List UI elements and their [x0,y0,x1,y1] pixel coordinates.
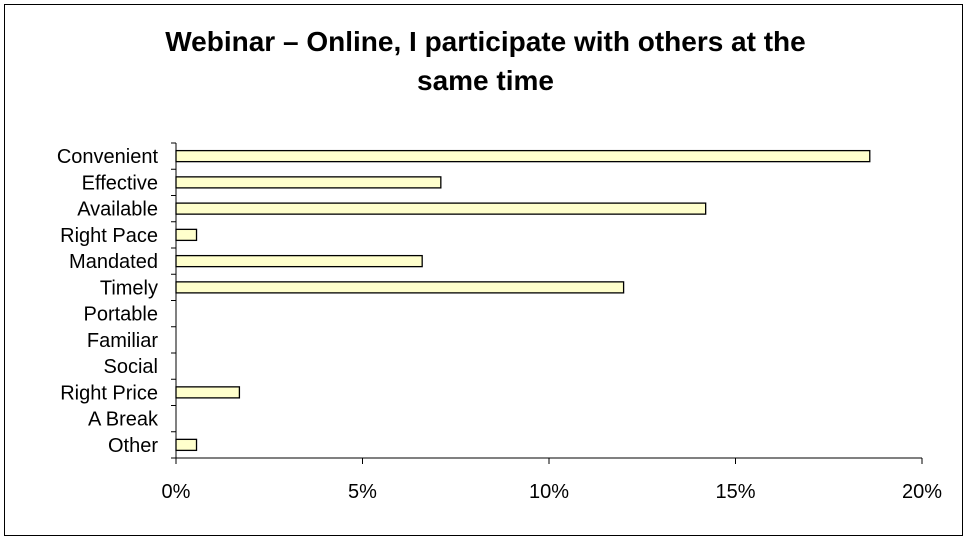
x-tick-label: 15% [715,481,755,503]
bar-right-pace [175,228,198,242]
category-label-mandated: Mandated [69,251,158,273]
category-label-right-pace: Right Pace [60,225,158,247]
bar-timely [175,281,625,294]
x-tick-label: 0% [162,481,191,503]
category-label-other: Other [108,435,158,457]
category-label-convenient: Convenient [57,146,159,168]
category-label-timely: Timely [100,277,158,299]
bar-available [175,202,707,215]
x-tick-label: 20% [902,481,942,503]
x-tick-label: 10% [529,481,569,503]
bar-right-price [175,386,241,399]
category-label-familiar: Familiar [87,330,158,352]
category-label-available: Available [77,199,158,221]
category-label-effective: Effective [82,172,158,194]
bar-effective [175,176,442,189]
chart-frame [4,4,963,536]
category-label-social: Social [104,356,158,378]
chart-title-line-2: same time [417,65,554,96]
bar-convenient [175,149,871,163]
x-tick-label: 5% [348,481,377,503]
category-label-portable: Portable [84,304,159,326]
bar-mandated [175,254,423,268]
bar-other [175,438,198,452]
category-label-right-price: Right Price [60,382,158,404]
chart-title-line-1: Webinar – Online, I participate with oth… [165,26,806,57]
category-label-a-break: A Break [88,409,159,431]
chart-title: Webinar – Online, I participate with oth… [0,22,971,100]
